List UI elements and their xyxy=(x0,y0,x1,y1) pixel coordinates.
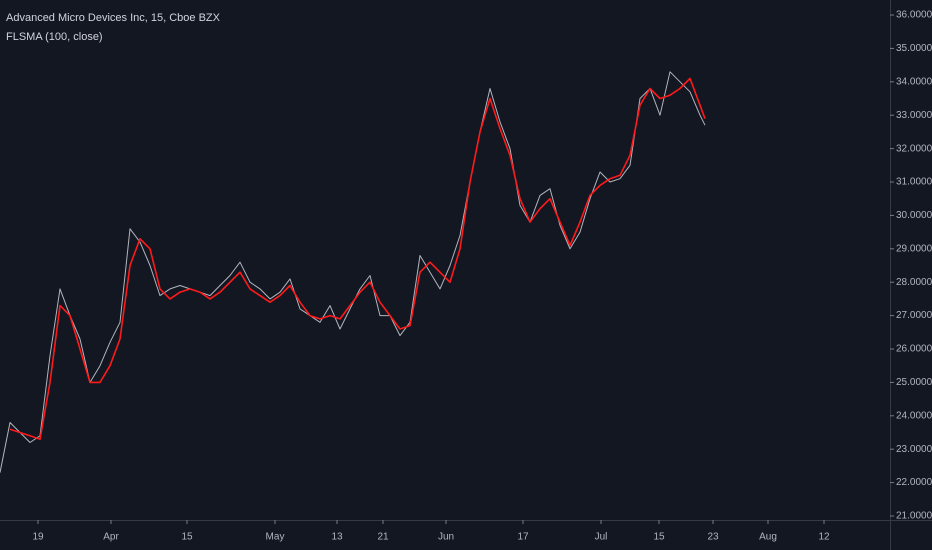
y-tick-label: 26.0000 xyxy=(896,344,932,355)
y-tick-label: 27.0000 xyxy=(896,310,932,321)
x-tick-label: 15 xyxy=(181,532,193,543)
y-tick-label: 25.0000 xyxy=(896,377,932,388)
x-tick-label: 13 xyxy=(331,532,343,543)
y-tick-label: 28.0000 xyxy=(896,277,932,288)
chart-title: Advanced Micro Devices Inc, 15, Cboe BZX xyxy=(6,12,221,24)
x-tick-label: 17 xyxy=(517,532,529,543)
y-tick-label: 33.0000 xyxy=(896,110,932,121)
x-tick-label: 19 xyxy=(32,532,44,543)
x-tick-label: 21 xyxy=(377,532,389,543)
x-tick-label: Jun xyxy=(438,532,454,543)
y-tick-label: 36.0000 xyxy=(896,10,932,21)
y-tick-label: 24.0000 xyxy=(896,410,932,421)
y-tick-label: 34.0000 xyxy=(896,76,932,87)
series-line xyxy=(9,77,706,440)
x-tick-label: Apr xyxy=(103,532,119,543)
x-tick-label: Aug xyxy=(759,532,777,543)
y-tick-label: 29.0000 xyxy=(896,243,932,254)
x-tick-label: 15 xyxy=(653,532,665,543)
indicator-label: FLSMA (100, close) xyxy=(6,31,103,43)
y-tick-label: 32.0000 xyxy=(896,143,932,154)
y-tick-label: 31.0000 xyxy=(896,177,932,188)
y-tick-label: 22.0000 xyxy=(896,477,932,488)
x-tick-label: Jul xyxy=(595,532,608,543)
x-tick-label: 12 xyxy=(818,532,830,543)
y-tick-label: 35.0000 xyxy=(896,43,932,54)
x-tick-label: 23 xyxy=(707,532,719,543)
y-tick-label: 21.0000 xyxy=(896,511,932,522)
y-tick-label: 23.0000 xyxy=(896,444,932,455)
y-tick-label: 30.0000 xyxy=(896,210,932,221)
x-tick-label: May xyxy=(266,532,285,543)
